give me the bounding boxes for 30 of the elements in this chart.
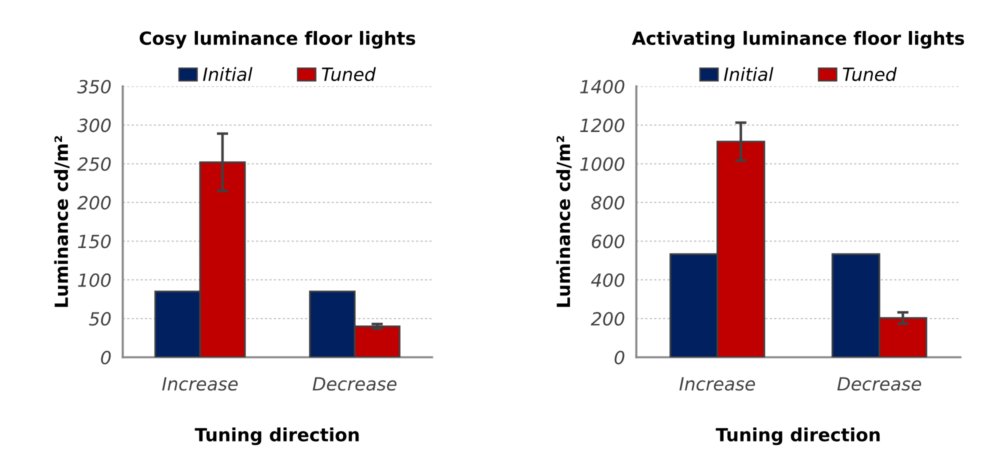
legend-label: Tuned [322, 67, 376, 82]
chart-title: Activating luminance floor lights [632, 31, 964, 49]
y-axis-title: Luminance cd/m² [54, 136, 70, 307]
y-tick-label: 350 [77, 80, 111, 94]
chart-title: Cosy luminance floor lights [140, 31, 416, 49]
y-tick-label: 200 [77, 196, 111, 210]
y-tick-label: 600 [592, 234, 624, 248]
y-tick-label: 50 [89, 312, 111, 326]
y-tick-label: 1400 [580, 80, 624, 94]
x-tick-label: Increase [162, 377, 238, 391]
x-axis-title: Tuning direction [194, 428, 359, 446]
y-tick-label: 0 [101, 350, 111, 364]
y-tick-label: 100 [78, 273, 111, 287]
y-tick-label: 1000 [580, 157, 624, 171]
x-axis-title: Tuning direction [716, 428, 880, 446]
legend-label: Initial [724, 67, 774, 82]
x-tick-label: Decrease [837, 377, 922, 391]
y-tick-label: 300 [77, 118, 111, 132]
legend-label: Tuned [842, 67, 897, 82]
y-tick-label: 0 [614, 350, 624, 364]
y-tick-label: 800 [591, 196, 624, 210]
y-tick-label: 200 [590, 312, 624, 326]
y-axis-title: Luminance cd/m² [556, 136, 572, 307]
legend-label: Initial [203, 67, 252, 82]
y-tick-label: 400 [591, 273, 624, 287]
y-tick-label: 250 [77, 157, 111, 171]
x-tick-label: Decrease [312, 377, 396, 391]
y-tick-label: 150 [78, 234, 111, 248]
y-tick-label: 1200 [580, 118, 624, 132]
x-tick-label: Increase [679, 377, 755, 391]
